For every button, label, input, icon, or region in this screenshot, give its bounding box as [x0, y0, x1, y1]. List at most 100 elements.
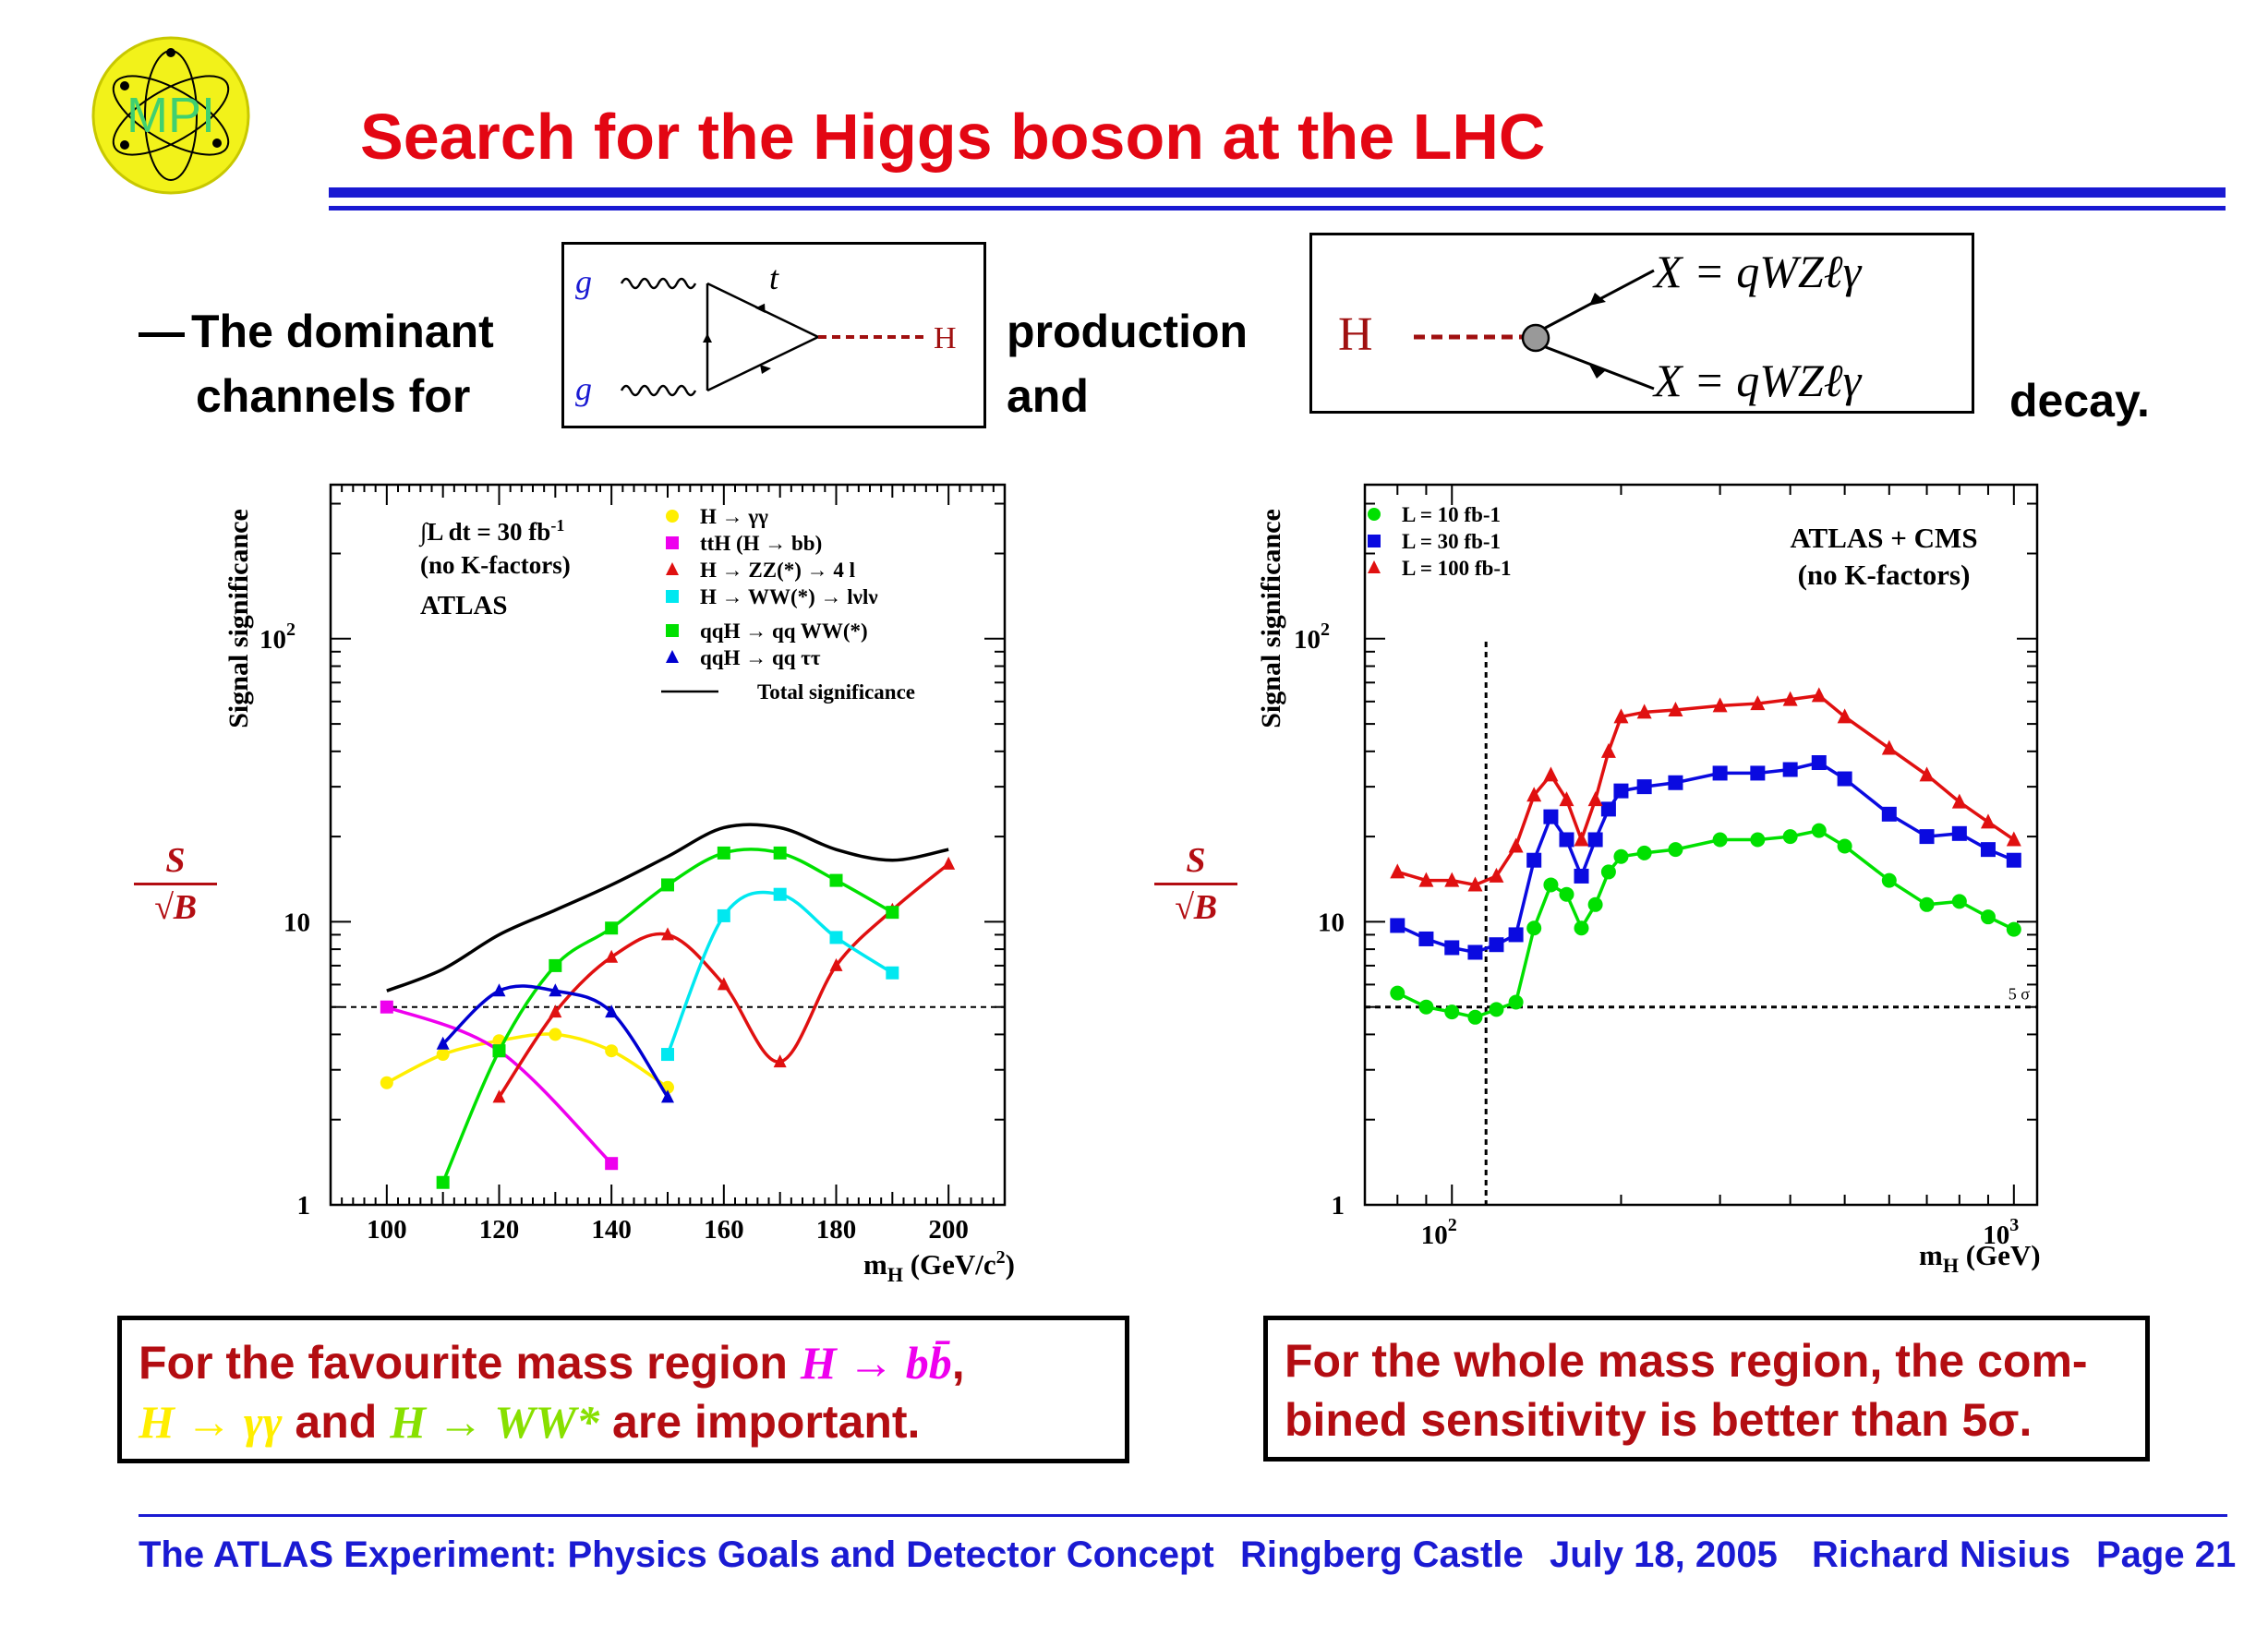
left-lumi: ∫L dt = 30 fb-1 [418, 516, 564, 547]
data-point-0 [1636, 845, 1652, 860]
legend-swatch [666, 590, 679, 603]
intro-decay: decay. [2009, 375, 2150, 427]
left-frac-den: √B [153, 888, 198, 927]
data-point-5 [492, 983, 506, 997]
series-line-1 [386, 1005, 613, 1165]
data-point-0 [1750, 832, 1766, 848]
decay-products-top: X = qWZℓγ [1652, 246, 1863, 297]
data-point-0 [1467, 1009, 1483, 1025]
data-point-1 [1467, 944, 1483, 960]
data-point-1 [1600, 801, 1616, 817]
left-note-hgg: H → γγ [139, 1396, 283, 1448]
data-point-0 [1418, 999, 1434, 1015]
data-point-2 [1919, 766, 1935, 782]
left-sqrt-fraction: S √B [134, 840, 217, 928]
data-point-2 [1782, 691, 1798, 706]
data-point-1 [1811, 755, 1827, 771]
y-tick-label: 10 [284, 908, 310, 937]
intro-dash: — [139, 306, 185, 357]
legend-label-2: H → ZZ(*) → 4 l [700, 559, 855, 582]
data-point-1 [1837, 771, 1852, 787]
data-point-2 [1712, 697, 1728, 713]
data-point-0 [1837, 838, 1852, 854]
legend-label-4: qqH → qq WW(*) [700, 620, 868, 643]
right-kfactors: (no K-factors) [1798, 559, 1971, 591]
footer-talk: The ATLAS Experiment: Physics Goals and … [139, 1534, 1214, 1575]
data-point-0 [1543, 877, 1559, 893]
right-note-line2: bined sensitivity is better than 5σ. [1285, 1394, 2033, 1446]
legend-swatch [1368, 560, 1381, 573]
left-note-hww: H → WW* [390, 1396, 600, 1448]
x-tick-label: 102 [1421, 1215, 1457, 1250]
intro-line1: The dominant [191, 306, 494, 357]
left-significance-plot: 1 10 102 100 120 140 160 180 200 ∫L dt = 30 fb-1… [259, 483, 1015, 1286]
data-point-2 [492, 1089, 506, 1103]
series-line-4 [441, 848, 894, 1184]
data-point-4 [717, 846, 730, 860]
left-ylabel: Signal significance [223, 509, 254, 728]
logo-text: MPI [127, 88, 215, 143]
series-line-1 [1396, 761, 2015, 955]
left-xlabel: mH (GeV/c2) [863, 1247, 1015, 1286]
data-point-5 [549, 983, 562, 997]
data-point-0 [1587, 896, 1603, 912]
data-point-1 [605, 1157, 619, 1171]
data-point-0 [1811, 823, 1827, 838]
legend-swatch [1368, 535, 1381, 547]
legend-label-1: L = 30 fb-1 [1402, 530, 1501, 553]
x-tick-label: 140 [591, 1215, 632, 1245]
data-point-0 [2006, 921, 2021, 937]
data-point-0 [1600, 864, 1616, 880]
x-tick-label: 200 [928, 1215, 969, 1245]
data-point-0 [1559, 886, 1574, 902]
left-note-and: and [295, 1396, 378, 1448]
data-point-2 [1489, 867, 1504, 883]
data-point-0 [1390, 985, 1405, 1001]
data-point-1 [1559, 832, 1574, 848]
data-point-0 [436, 1048, 450, 1062]
data-point-2 [1543, 766, 1559, 782]
left-ylabel-wrap: Signal significance [205, 509, 260, 728]
data-point-2 [1444, 872, 1460, 887]
data-point-3 [661, 1048, 674, 1062]
right-note-line1: For the whole mass region, the com- [1285, 1335, 2088, 1387]
data-point-4 [829, 873, 843, 887]
data-point-1 [1613, 783, 1629, 799]
left-experiment: ATLAS [420, 591, 508, 620]
legend-label-3: H → WW(*) → lνlν [700, 585, 878, 608]
intro-and: and [1007, 370, 1089, 422]
right-combo: ATLAS + CMS [1790, 522, 1977, 554]
data-point-2 [1881, 740, 1897, 755]
data-point-2 [717, 977, 730, 991]
data-point-1 [2006, 852, 2021, 868]
data-point-2 [1587, 791, 1603, 807]
data-point-2 [1467, 876, 1483, 892]
legend-swatch [666, 624, 679, 637]
data-point-0 [1980, 909, 1996, 925]
gluon-top-label: g [575, 263, 592, 300]
data-point-4 [549, 958, 562, 972]
footer-date: July 18, 2005 [1550, 1534, 1778, 1575]
data-point-1 [1881, 806, 1897, 822]
data-point-3 [829, 931, 843, 944]
five-sigma-label: 5 σ [2009, 985, 2031, 1004]
y-tick-label: 1 [297, 1191, 311, 1221]
data-point-1 [1587, 832, 1603, 848]
legend-label-2: L = 100 fb-1 [1402, 557, 1512, 580]
data-point-2 [1559, 791, 1574, 807]
intro-production: production [1007, 306, 1249, 357]
data-point-3 [773, 887, 787, 901]
data-point-1 [1712, 765, 1728, 781]
legend-swatch [666, 650, 679, 663]
data-point-2 [549, 1004, 562, 1018]
y-tick-label: 10 [1318, 908, 1345, 937]
data-point-2 [942, 856, 956, 870]
decay-products-bottom: X = qWZℓγ [1652, 355, 1863, 406]
x-tick-label: 100 [367, 1215, 407, 1245]
series-line-6 [386, 823, 949, 992]
data-point-0 [1574, 920, 1589, 936]
data-point-5 [661, 1089, 674, 1103]
data-point-2 [1508, 837, 1524, 853]
data-point-1 [1919, 829, 1935, 845]
